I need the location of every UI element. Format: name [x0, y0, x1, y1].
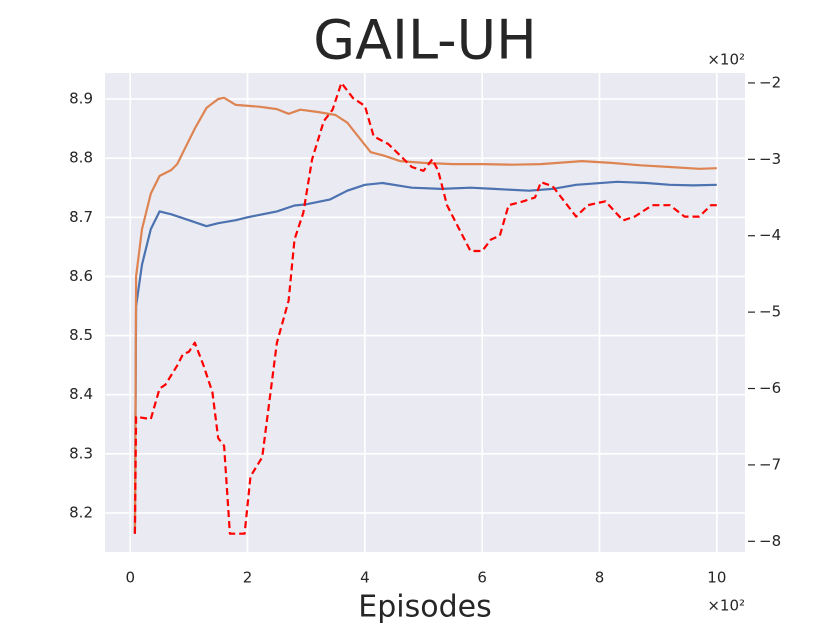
x-tick-label: 6	[477, 569, 487, 587]
y-tick-label: 8.7	[69, 208, 93, 226]
x-tick-label: 0	[125, 569, 135, 587]
line	[133, 180, 717, 534]
y-tick-label: 8.8	[69, 149, 93, 167]
y-tick-label: 8.3	[69, 444, 93, 462]
y2-tick-label: −6	[759, 379, 781, 397]
x-tick-label: 2	[243, 569, 253, 587]
x-tick-label: 10	[707, 569, 726, 587]
y-tick-label: 8.4	[69, 385, 93, 403]
x-offset-label: ×10²	[707, 597, 745, 615]
x-tick-label: 4	[360, 569, 370, 587]
y2-tick-label: −2	[759, 73, 781, 91]
chart-title: GAIL-UH	[313, 9, 536, 72]
y2-offset-label: ×10²	[707, 51, 745, 69]
y-tick-label: 8.6	[69, 267, 93, 285]
line	[133, 96, 717, 534]
x-tick-label: 8	[595, 569, 605, 587]
y2-tick-label: −7	[759, 455, 781, 473]
y2-tick-label: −8	[759, 532, 781, 550]
y2-tick-label: −5	[759, 303, 781, 321]
y2-tick-label: −3	[759, 150, 781, 168]
y-tick-label: 8.9	[69, 90, 93, 108]
y-tick-label: 8.5	[69, 326, 93, 344]
line	[133, 81, 717, 535]
y-tick-label: 8.2	[69, 503, 93, 521]
x-axis-label: Episodes	[358, 590, 491, 624]
plot-background	[105, 73, 745, 552]
y2-tick-label: −4	[759, 226, 781, 244]
